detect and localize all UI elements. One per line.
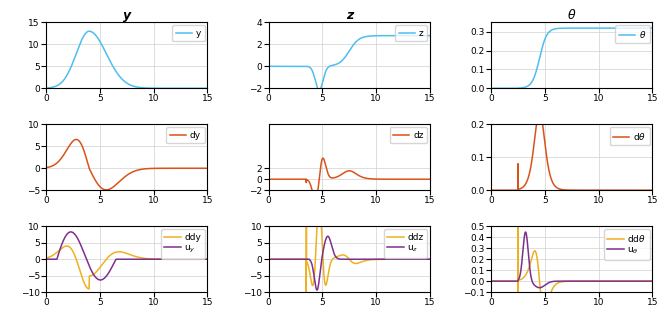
Legend: y: y	[172, 25, 205, 41]
Title: $\theta$: $\theta$	[567, 8, 577, 22]
Legend: ddz, u$_z$: ddz, u$_z$	[384, 229, 427, 257]
Legend: $\theta$: $\theta$	[616, 25, 650, 43]
Legend: d$\theta$: d$\theta$	[610, 127, 650, 145]
Legend: dd$\theta$, u$_\theta$: dd$\theta$, u$_\theta$	[604, 229, 650, 260]
Title: y: y	[123, 10, 131, 22]
Legend: z: z	[395, 25, 427, 41]
Legend: dy: dy	[167, 127, 205, 143]
Legend: dz: dz	[389, 127, 427, 143]
Title: z: z	[345, 10, 353, 22]
Legend: ddy, u$_y$: ddy, u$_y$	[161, 229, 205, 259]
